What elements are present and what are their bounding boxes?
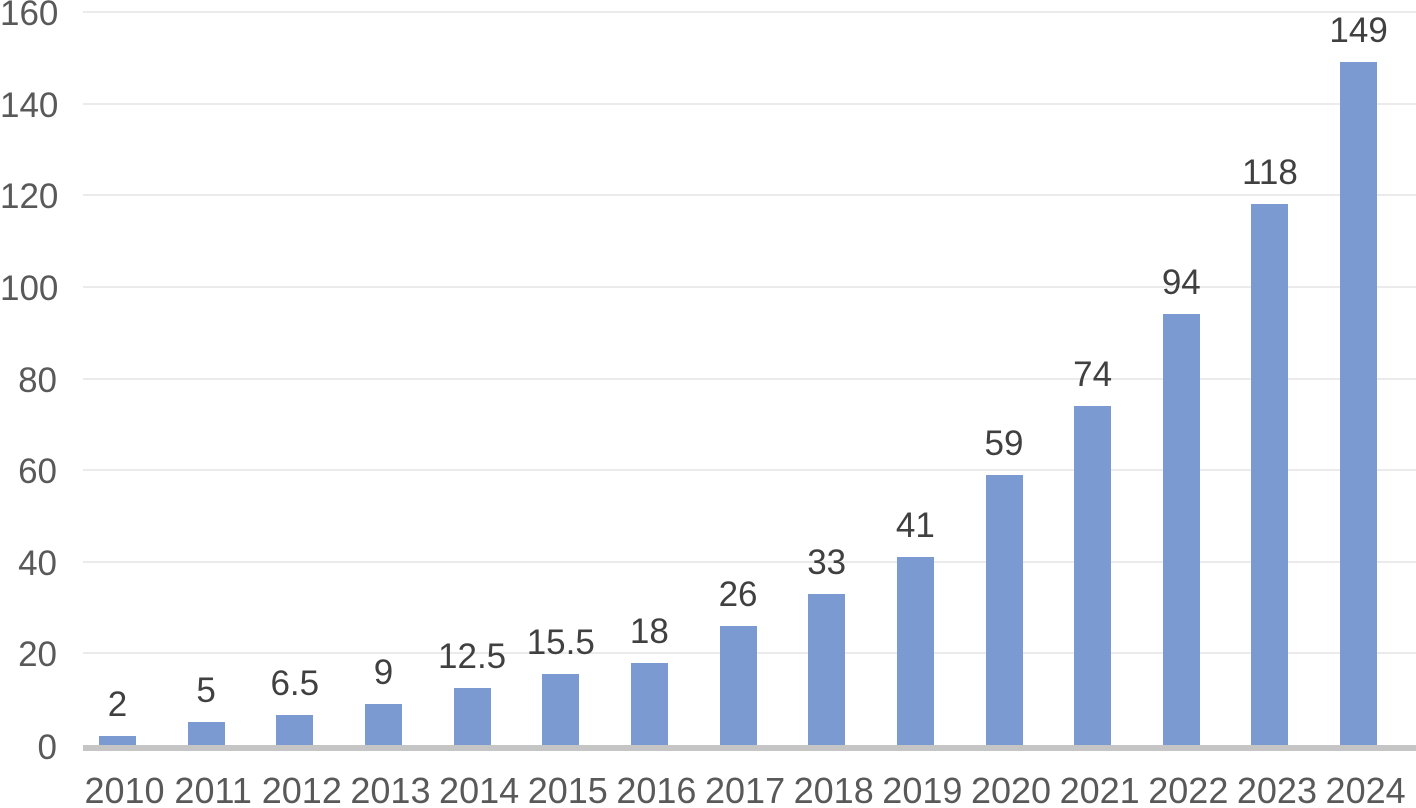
x-axis-tick-label: 2010 (84, 770, 165, 808)
bar-value-label: 26 (718, 574, 758, 614)
bar-value-label: 12.5 (438, 636, 507, 676)
x-axis-tick-label: 2021 (1059, 770, 1140, 808)
x-axis-tick-label: 2019 (882, 770, 963, 808)
y-axis-tick-label: 160 (0, 0, 59, 33)
y-axis-tick-label: 100 (0, 268, 59, 308)
y-axis-tick-label: 140 (0, 85, 59, 125)
gridline (83, 11, 1416, 13)
bar-value-label: 74 (1073, 354, 1113, 394)
x-axis-tick-label: 2016 (616, 770, 697, 808)
x-axis-tick-label: 2012 (261, 770, 342, 808)
gridline (83, 194, 1416, 197)
bar-value-label: 6.5 (270, 664, 320, 704)
bar (1340, 62, 1378, 746)
x-axis-tick-label: 2013 (350, 770, 431, 808)
bar-value-label: 18 (629, 611, 669, 651)
x-axis-tick-label: 2020 (970, 770, 1052, 808)
x-axis-tick-label: 2023 (1236, 770, 1317, 808)
bar (187, 722, 225, 746)
x-axis-tick-label: 2017 (705, 770, 786, 808)
x-axis-tick-label: 2024 (1325, 770, 1406, 808)
x-axis-tick-label: 2015 (527, 770, 608, 808)
bar (1162, 314, 1200, 746)
x-axis-tick-label: 2014 (439, 770, 520, 808)
gridline (83, 560, 1416, 563)
y-axis-tick-label: 80 (18, 360, 57, 400)
y-axis-tick-label: 0 (37, 728, 57, 767)
bar-value-label: 118 (1242, 153, 1298, 193)
bar (276, 715, 314, 746)
bar (453, 687, 491, 746)
bar-value-label: 41 (895, 506, 935, 546)
y-axis-tick-label: 40 (18, 543, 57, 583)
bar-value-label: 5 (196, 671, 216, 711)
gridline (83, 469, 1416, 472)
bar (364, 703, 402, 746)
bar (542, 673, 580, 746)
y-axis-tick-label: 60 (18, 452, 57, 492)
y-axis-tick-label: 120 (0, 177, 59, 217)
x-axis-tick-label: 2022 (1148, 770, 1229, 808)
bar-value-label: 15.5 (526, 622, 595, 662)
x-axis-tick-label: 2018 (793, 770, 874, 808)
bar (99, 735, 136, 746)
bar (896, 557, 934, 746)
bar-value-label: 9 (373, 652, 394, 692)
bar (985, 474, 1023, 746)
bar (719, 625, 757, 746)
bar (1074, 405, 1112, 746)
bar (630, 662, 668, 746)
bar (1251, 204, 1289, 746)
bar-value-label: 59 (984, 423, 1024, 463)
x-axis-tick-label: 2011 (174, 770, 252, 808)
x-axis-line (83, 745, 1416, 751)
gridline (83, 377, 1416, 380)
gridline (83, 285, 1416, 288)
bar-value-label: 94 (1161, 263, 1201, 303)
gridline (83, 102, 1416, 105)
bar-value-label: 33 (807, 542, 847, 582)
y-axis-tick-label: 20 (18, 635, 57, 675)
bar-value-label: 149 (1329, 11, 1388, 51)
bar (808, 593, 846, 746)
bar-value-label: 2 (107, 684, 128, 724)
